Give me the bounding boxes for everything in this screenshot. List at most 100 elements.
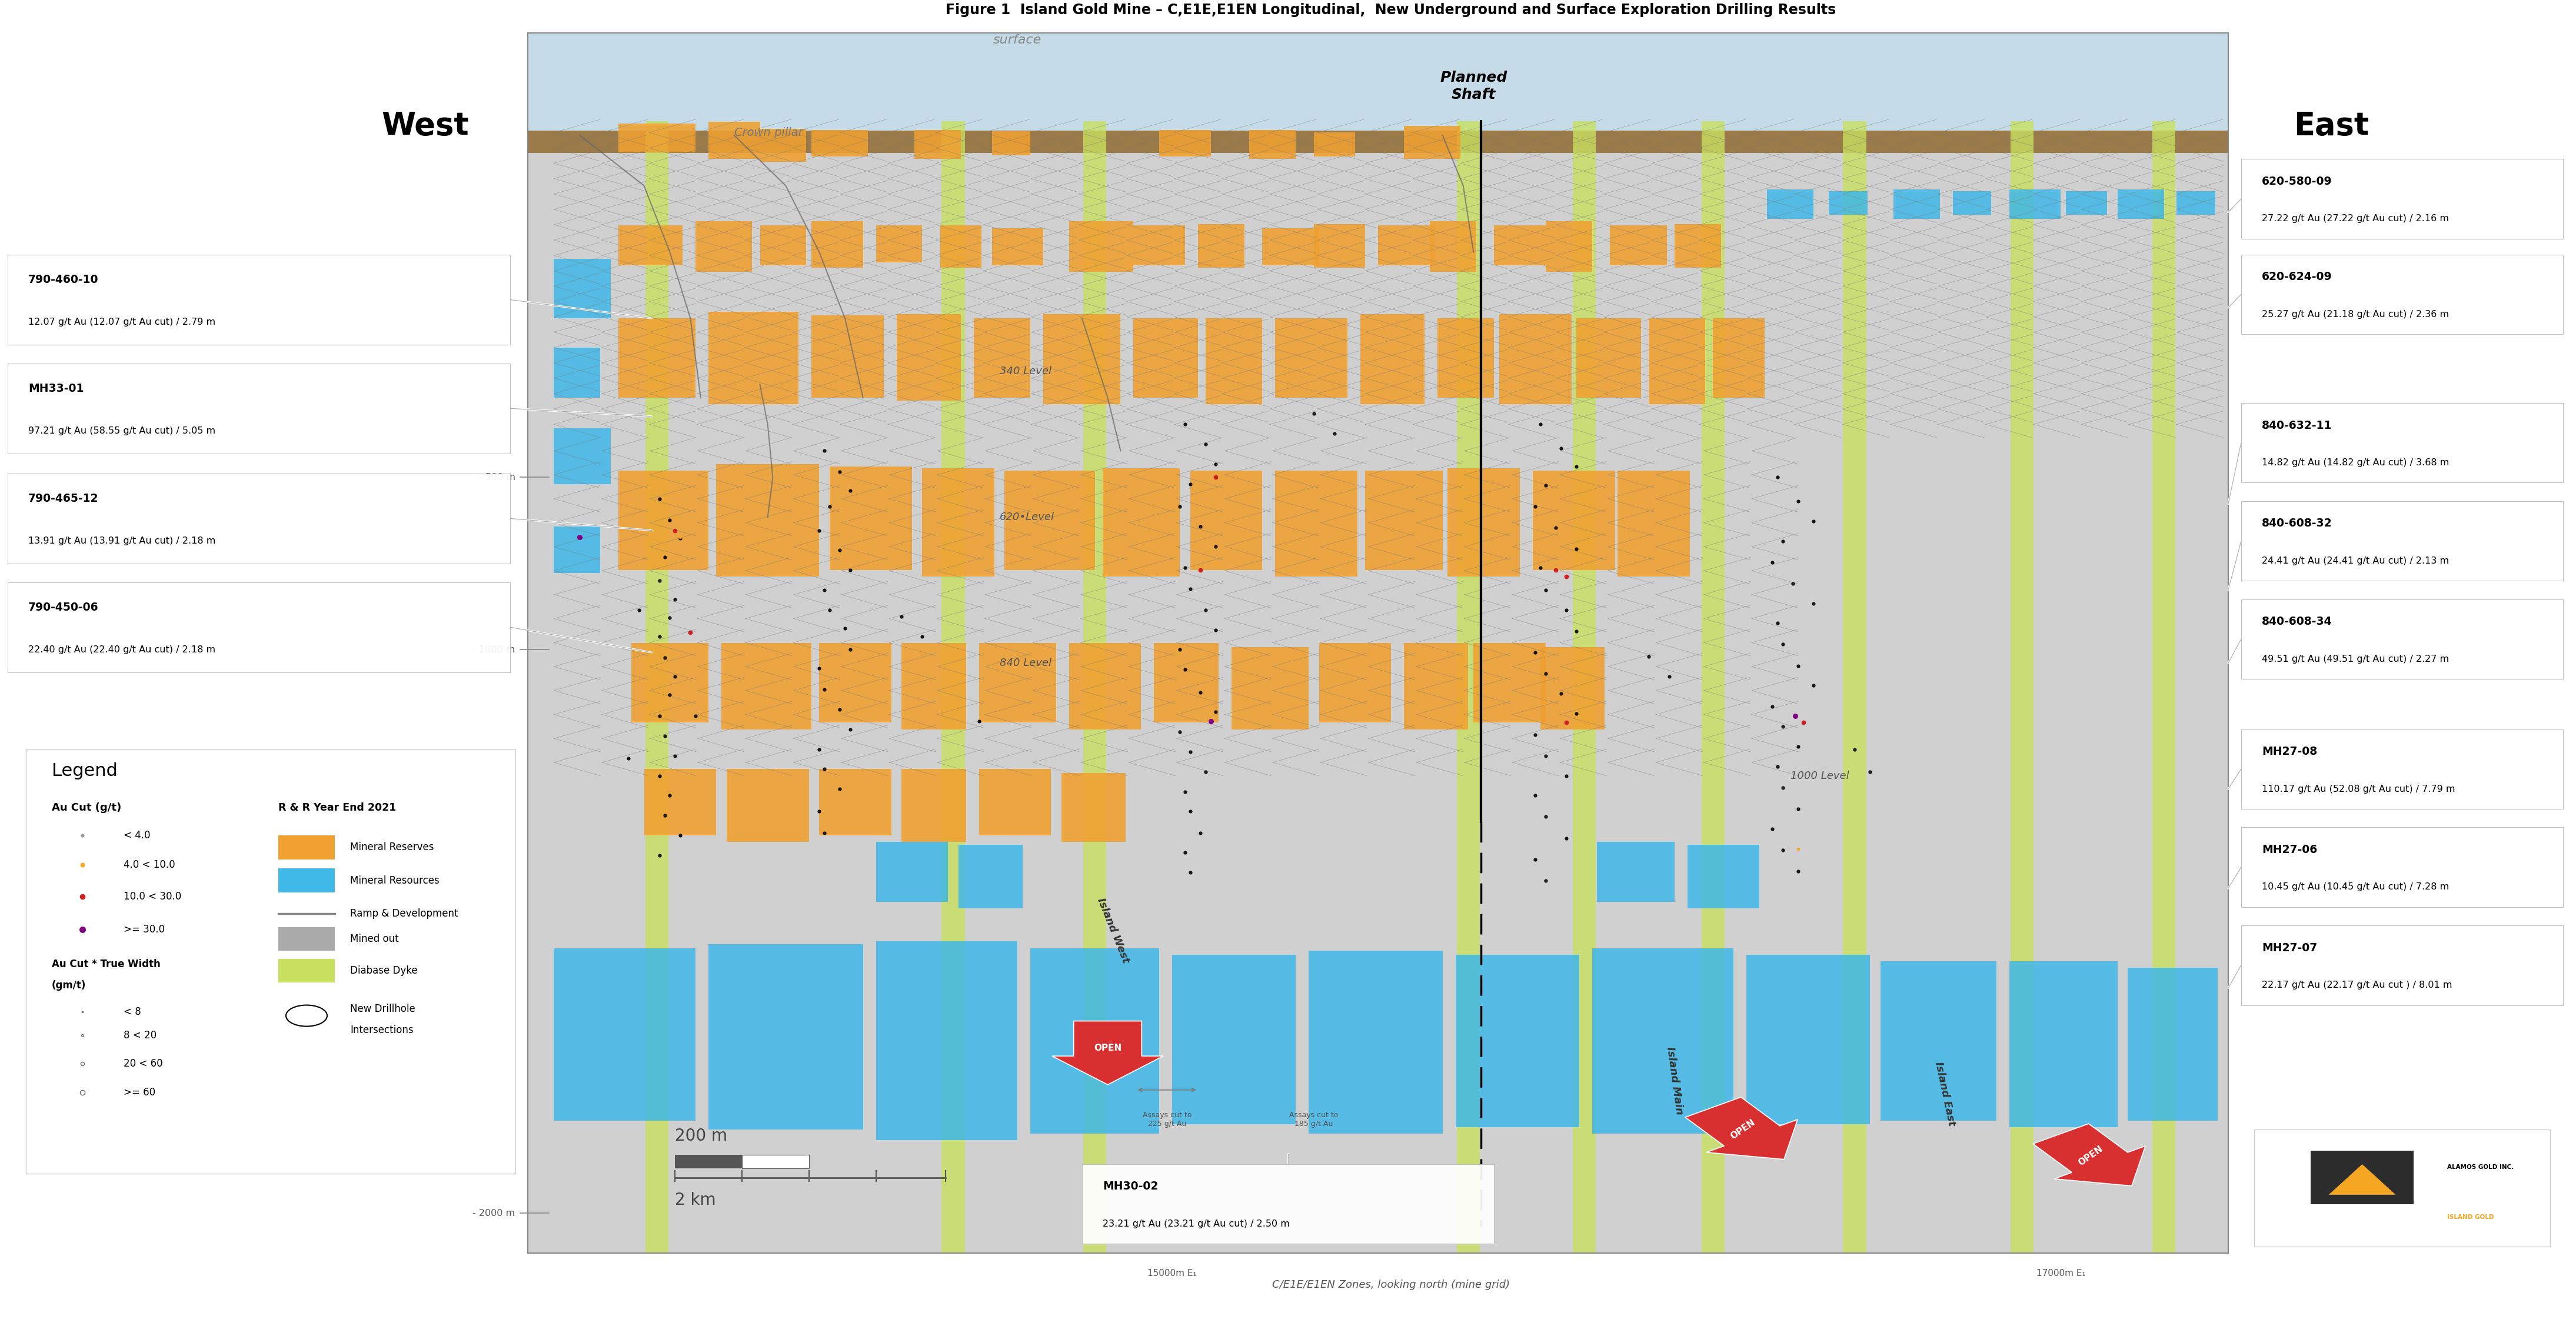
Bar (1275, 318, 1347, 398)
Bar (974, 318, 1030, 398)
Text: 4.0 < 10.0: 4.0 < 10.0 (124, 859, 175, 870)
Text: 17000m E₁: 17000m E₁ (2035, 1269, 2087, 1278)
Bar (2154, 121, 2174, 1253)
Bar (922, 468, 994, 577)
Bar (554, 428, 611, 484)
Text: 24.41 g/t Au (24.41 g/t Au cut) / 2.13 m: 24.41 g/t Au (24.41 g/t Au cut) / 2.13 m (2262, 557, 2450, 565)
Text: 2 km: 2 km (675, 1192, 716, 1208)
Text: 200 m: 200 m (675, 1128, 726, 1144)
Bar (1571, 121, 1597, 1253)
Bar (708, 122, 760, 159)
FancyBboxPatch shape (2241, 827, 2563, 907)
Text: C/E1E/E1EN Zones, looking north (mine grid): C/E1E/E1EN Zones, looking north (mine gr… (1273, 1280, 1510, 1290)
Bar (1249, 130, 1296, 159)
Circle shape (286, 1005, 327, 1026)
Text: Planned
Shaft: Planned Shaft (1440, 70, 1507, 102)
Text: MH27-06: MH27-06 (2262, 845, 2318, 855)
Bar (1767, 190, 1814, 219)
Bar (979, 769, 1051, 835)
Bar (819, 769, 891, 835)
Bar (1262, 228, 1319, 265)
Bar (1314, 224, 1365, 268)
Text: Mineral Reserves: Mineral Reserves (350, 842, 435, 853)
Bar (644, 121, 670, 1253)
Bar (1747, 955, 1870, 1124)
Text: Mined out: Mined out (350, 934, 399, 944)
Bar (1592, 948, 1734, 1134)
Bar (278, 927, 335, 951)
Bar (914, 130, 961, 159)
Bar (618, 318, 696, 398)
Bar (1309, 951, 1443, 1134)
Bar (1043, 314, 1121, 404)
Bar (1893, 190, 1940, 219)
Text: Island Main: Island Main (1664, 1046, 1685, 1115)
Text: < 4.0: < 4.0 (124, 830, 149, 841)
Text: 97.21 g/t Au (58.55 g/t Au cut) / 5.05 m: 97.21 g/t Au (58.55 g/t Au cut) / 5.05 m (28, 427, 216, 435)
Bar (554, 259, 611, 318)
Text: - 500 m: - 500 m (479, 473, 515, 481)
Bar (1533, 471, 1615, 570)
Text: MH27-07: MH27-07 (2262, 943, 2318, 953)
FancyArrow shape (1685, 1097, 1798, 1159)
Bar (1546, 221, 1592, 272)
Bar (1314, 133, 1355, 156)
Text: 620-580-09: 620-580-09 (2262, 176, 2331, 187)
Text: ISLAND GOLD: ISLAND GOLD (2447, 1215, 2494, 1220)
Bar (1061, 773, 1126, 842)
Bar (1597, 842, 1674, 902)
Bar (528, 33, 2228, 131)
Bar (278, 835, 335, 859)
Text: (gm/t): (gm/t) (52, 980, 85, 991)
Bar (1437, 318, 1494, 398)
Text: R & R Year End 2021: R & R Year End 2021 (278, 802, 397, 813)
Bar (958, 845, 1023, 908)
FancyBboxPatch shape (8, 363, 510, 453)
FancyBboxPatch shape (2241, 501, 2563, 581)
FancyBboxPatch shape (8, 582, 510, 672)
Polygon shape (2329, 1164, 2396, 1195)
Bar (1674, 224, 1721, 268)
Bar (943, 121, 963, 1253)
Bar (618, 225, 683, 265)
Bar (1365, 471, 1443, 570)
Text: 27.22 g/t Au (27.22 g/t Au cut) / 2.16 m: 27.22 g/t Au (27.22 g/t Au cut) / 2.16 m (2262, 215, 2450, 223)
Text: Assays cut to
225 g/t Au: Assays cut to 225 g/t Au (1141, 1111, 1193, 1127)
Bar (708, 944, 863, 1130)
Bar (1610, 225, 1667, 265)
Bar (1198, 224, 1244, 268)
Text: Legend: Legend (52, 762, 118, 780)
Bar (2128, 968, 2218, 1120)
Bar (760, 225, 806, 265)
Text: 1000 Level: 1000 Level (1790, 770, 1850, 781)
Bar (1103, 468, 1180, 577)
Bar (2117, 190, 2164, 219)
Bar (278, 869, 335, 892)
Bar (2177, 191, 2215, 215)
Text: 25.27 g/t Au (21.18 g/t Au cut) / 2.36 m: 25.27 g/t Au (21.18 g/t Au cut) / 2.36 m (2262, 310, 2450, 318)
Bar (1133, 225, 1185, 265)
FancyBboxPatch shape (2241, 255, 2563, 334)
Text: 840-608-34: 840-608-34 (2262, 617, 2331, 627)
FancyBboxPatch shape (8, 473, 510, 564)
Bar (675, 1155, 742, 1168)
Bar (528, 33, 2228, 1253)
Text: Mineral Resources: Mineral Resources (350, 875, 440, 886)
Text: 790-450-06: 790-450-06 (28, 602, 98, 613)
Text: 12.07 g/t Au (12.07 g/t Au cut) / 2.79 m: 12.07 g/t Au (12.07 g/t Au cut) / 2.79 m (28, 318, 216, 326)
Bar (554, 526, 600, 573)
FancyArrow shape (2032, 1123, 2146, 1185)
Text: West: West (381, 110, 469, 142)
Text: 22.40 g/t Au (22.40 g/t Au cut) / 2.18 m: 22.40 g/t Au (22.40 g/t Au cut) / 2.18 m (28, 646, 216, 654)
Text: 840 Level: 840 Level (999, 658, 1051, 668)
Bar (992, 131, 1030, 155)
Bar (2066, 191, 2107, 215)
Bar (876, 225, 922, 263)
Text: 790-465-12: 790-465-12 (28, 493, 98, 504)
Bar (1618, 471, 1690, 577)
Bar (1953, 191, 1991, 215)
Text: Island East: Island East (1932, 1061, 1958, 1127)
Text: - 2000 m: - 2000 m (474, 1209, 515, 1217)
Text: 13.91 g/t Au (13.91 g/t Au cut) / 2.18 m: 13.91 g/t Au (13.91 g/t Au cut) / 2.18 m (28, 537, 216, 545)
Text: 340 Level: 340 Level (999, 366, 1051, 377)
